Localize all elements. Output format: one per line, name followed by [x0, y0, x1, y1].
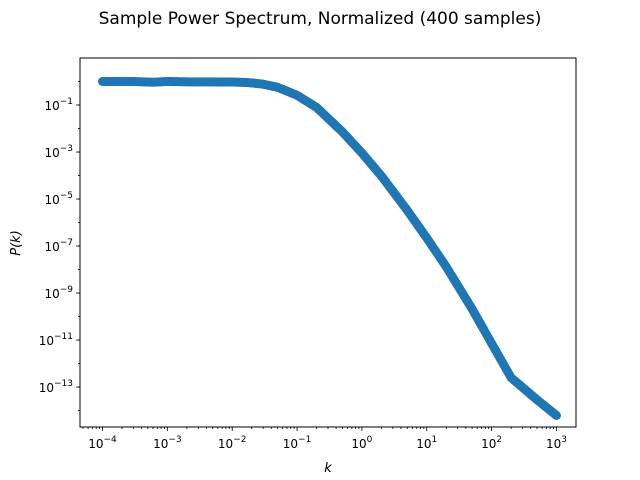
x-axis-label: k — [324, 461, 332, 476]
chart-title: Sample Power Spectrum, Normalized (400 s… — [99, 9, 542, 29]
tick-label: 102 — [481, 435, 502, 451]
tick-label: 10−7 — [44, 238, 73, 254]
tick-label: 100 — [351, 435, 372, 451]
y-axis-ticks: 10−1 10−3 10−5 10−7 10−9 10−11 10−13 — [39, 81, 80, 411]
tick-label: 10−3 — [153, 435, 182, 451]
tick-label: 10−1 — [44, 97, 73, 113]
tick-label: 10−3 — [44, 144, 73, 160]
data-point — [551, 410, 561, 420]
tick-label: 101 — [416, 435, 437, 451]
x-axis-ticks: 10−4 10−3 10−2 10−1 100 101 102 103 — [82, 427, 567, 451]
tick-label: 10−13 — [39, 379, 73, 395]
data-points — [97, 77, 561, 420]
tick-label: 10−1 — [283, 435, 312, 451]
tick-label: 10−4 — [88, 435, 117, 451]
tick-label: 10−11 — [39, 332, 73, 348]
tick-label: 10−2 — [218, 435, 247, 451]
tick-label: 103 — [546, 435, 567, 451]
y-axis-label: P(k) — [9, 230, 24, 256]
tick-label: 10−5 — [44, 191, 73, 207]
tick-label: 10−9 — [44, 285, 73, 301]
